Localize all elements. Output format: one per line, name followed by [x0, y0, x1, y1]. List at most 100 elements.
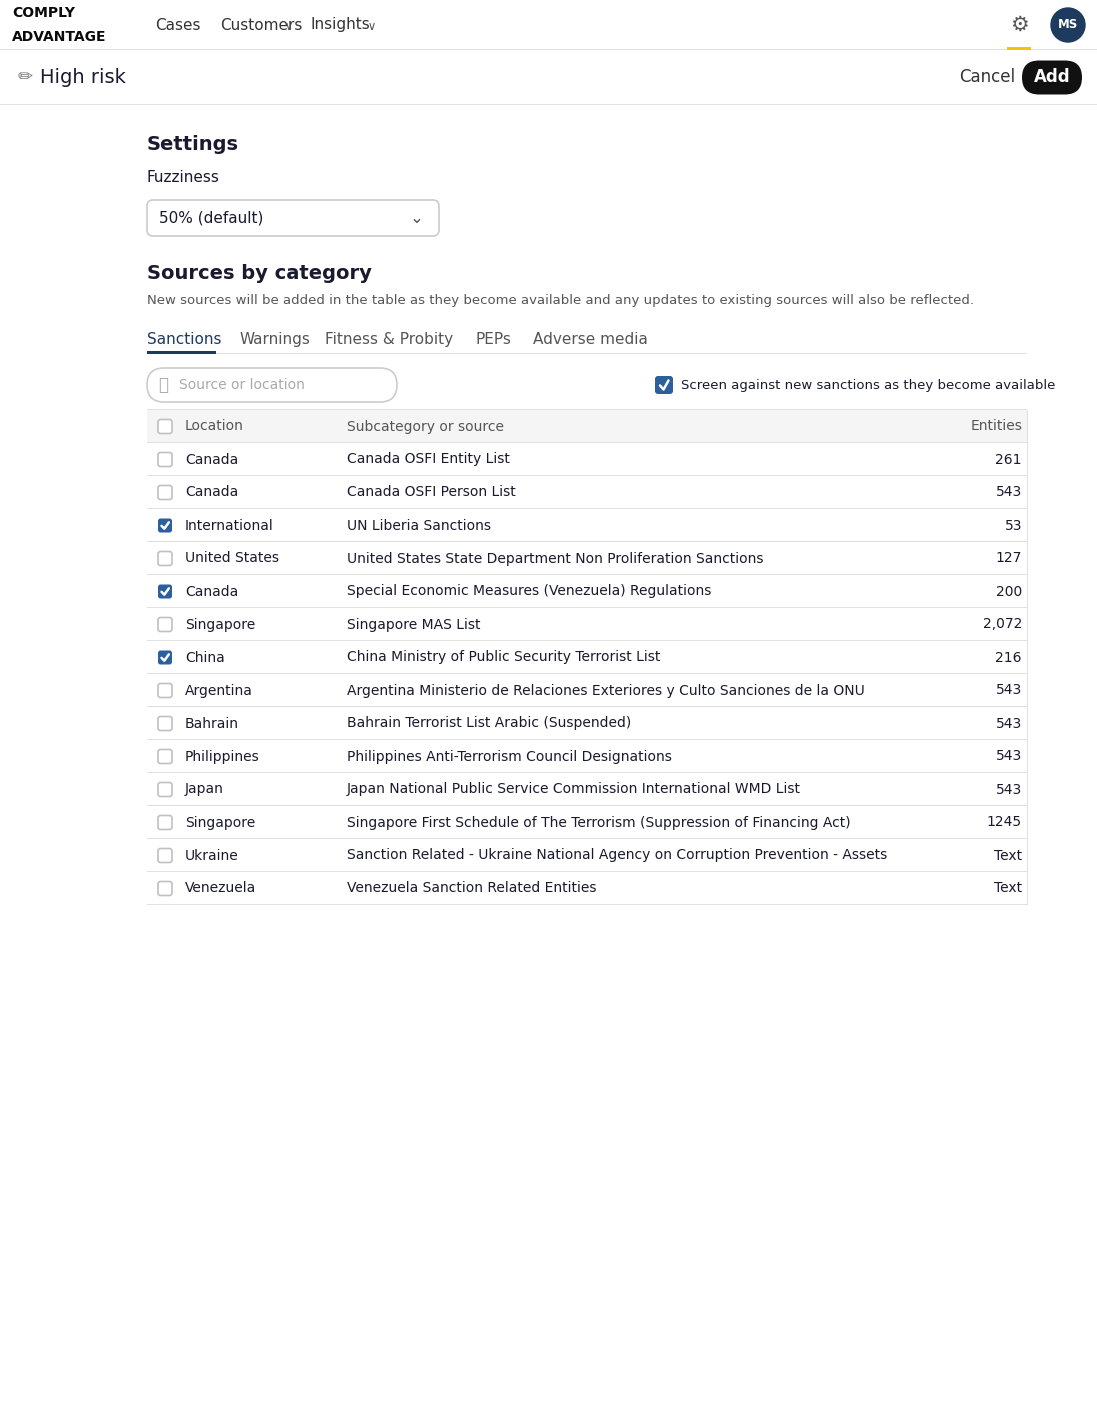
Text: Singapore: Singapore: [185, 618, 256, 632]
Text: ⌕: ⌕: [158, 376, 168, 395]
FancyBboxPatch shape: [158, 683, 172, 697]
Text: 261: 261: [995, 452, 1022, 467]
Text: Bahrain: Bahrain: [185, 717, 239, 731]
Bar: [147, 872, 1027, 905]
Bar: [147, 740, 1027, 773]
FancyBboxPatch shape: [158, 519, 172, 533]
Bar: [147, 773, 1027, 806]
Text: Add: Add: [1033, 68, 1071, 86]
Bar: [147, 641, 1027, 674]
Text: Screen against new sanctions as they become available: Screen against new sanctions as they bec…: [681, 379, 1055, 392]
FancyBboxPatch shape: [158, 848, 172, 863]
Text: High risk: High risk: [39, 68, 126, 88]
FancyBboxPatch shape: [158, 551, 172, 566]
Bar: [147, 477, 1027, 509]
Text: 543: 543: [996, 683, 1022, 697]
Text: Japan National Public Service Commission International WMD List: Japan National Public Service Commission…: [347, 782, 801, 796]
Text: Settings: Settings: [147, 134, 239, 154]
FancyBboxPatch shape: [158, 584, 172, 598]
Text: Bahrain Terrorist List Arabic (Suspended): Bahrain Terrorist List Arabic (Suspended…: [347, 717, 631, 731]
Text: 543: 543: [996, 485, 1022, 499]
Text: Canada OSFI Person List: Canada OSFI Person List: [347, 485, 516, 499]
FancyBboxPatch shape: [158, 717, 172, 731]
Text: Location: Location: [185, 420, 244, 434]
Text: Canada OSFI Entity List: Canada OSFI Entity List: [347, 452, 510, 467]
Text: 127: 127: [996, 551, 1022, 566]
Text: New sources will be added in the table as they become available and any updates : New sources will be added in the table a…: [147, 294, 974, 307]
Text: Sanction Related - Ukraine National Agency on Corruption Prevention - Assets: Sanction Related - Ukraine National Agen…: [347, 848, 887, 863]
Bar: [147, 509, 1027, 542]
FancyBboxPatch shape: [158, 816, 172, 830]
Text: China Ministry of Public Security Terrorist List: China Ministry of Public Security Terror…: [347, 650, 660, 665]
Text: Singapore MAS List: Singapore MAS List: [347, 618, 480, 632]
Text: Venezuela: Venezuela: [185, 881, 257, 895]
Text: Ukraine: Ukraine: [185, 848, 239, 863]
Circle shape: [1051, 8, 1085, 42]
Text: 1245: 1245: [987, 816, 1022, 830]
Text: 2,072: 2,072: [983, 618, 1022, 632]
Bar: [147, 674, 1027, 707]
Bar: [147, 608, 1027, 641]
Text: ✏: ✏: [18, 68, 33, 86]
Text: United States State Department Non Proliferation Sanctions: United States State Department Non Proli…: [347, 551, 764, 566]
Bar: [147, 707, 1027, 740]
Text: Japan: Japan: [185, 782, 224, 796]
Bar: [0, 49, 1097, 105]
Text: 543: 543: [996, 717, 1022, 731]
Text: Canada: Canada: [185, 584, 238, 598]
Text: Entities: Entities: [970, 420, 1022, 434]
Bar: [147, 839, 1027, 872]
Bar: [0, 0, 1097, 49]
Text: Cancel: Cancel: [959, 68, 1015, 86]
Text: Special Economic Measures (Venezuela) Regulations: Special Economic Measures (Venezuela) Re…: [347, 584, 711, 598]
Text: Canada: Canada: [185, 452, 238, 467]
Text: 543: 543: [996, 782, 1022, 796]
FancyBboxPatch shape: [655, 376, 672, 395]
Text: Source or location: Source or location: [179, 378, 305, 392]
Text: ⌄: ⌄: [410, 209, 423, 228]
Bar: [147, 351, 216, 354]
FancyBboxPatch shape: [158, 452, 172, 467]
Text: Fitness & Probity: Fitness & Probity: [326, 332, 453, 346]
FancyBboxPatch shape: [158, 420, 172, 434]
Text: MS: MS: [1058, 18, 1078, 31]
Text: Customers: Customers: [220, 17, 303, 33]
Text: China: China: [185, 650, 225, 665]
Text: 543: 543: [996, 749, 1022, 764]
Text: Singapore: Singapore: [185, 816, 256, 830]
Text: Philippines: Philippines: [185, 749, 260, 764]
Text: ⚙: ⚙: [1009, 16, 1028, 35]
Bar: [147, 806, 1027, 839]
FancyBboxPatch shape: [158, 485, 172, 499]
Text: Philippines Anti-Terrorism Council Designations: Philippines Anti-Terrorism Council Desig…: [347, 749, 671, 764]
FancyBboxPatch shape: [158, 782, 172, 796]
Text: 200: 200: [996, 584, 1022, 598]
FancyBboxPatch shape: [147, 199, 439, 236]
Text: Singapore First Schedule of The Terrorism (Suppression of Financing Act): Singapore First Schedule of The Terroris…: [347, 816, 850, 830]
Text: 53: 53: [1005, 519, 1022, 533]
Bar: [147, 410, 1027, 443]
FancyBboxPatch shape: [158, 650, 172, 665]
FancyBboxPatch shape: [158, 618, 172, 632]
Text: Subcategory or source: Subcategory or source: [347, 420, 504, 434]
Bar: [1007, 47, 1031, 49]
Text: International: International: [185, 519, 274, 533]
FancyBboxPatch shape: [1022, 61, 1082, 95]
FancyBboxPatch shape: [158, 749, 172, 764]
Text: Insights: Insights: [310, 17, 370, 33]
Text: Sanctions: Sanctions: [147, 332, 222, 346]
Text: Text: Text: [994, 848, 1022, 863]
Text: UN Liberia Sanctions: UN Liberia Sanctions: [347, 519, 491, 533]
Bar: [147, 542, 1027, 575]
Bar: [147, 575, 1027, 608]
Text: ∨: ∨: [281, 20, 294, 33]
Text: Venezuela Sanction Related Entities: Venezuela Sanction Related Entities: [347, 881, 597, 895]
FancyBboxPatch shape: [147, 368, 397, 402]
Text: Fuzziness: Fuzziness: [147, 170, 219, 185]
Text: ∨: ∨: [364, 20, 376, 33]
FancyBboxPatch shape: [158, 881, 172, 895]
Text: Canada: Canada: [185, 485, 238, 499]
Text: Argentina Ministerio de Relaciones Exteriores y Culto Sanciones de la ONU: Argentina Ministerio de Relaciones Exter…: [347, 683, 864, 697]
Text: COMPLY: COMPLY: [12, 6, 75, 20]
Text: Cases: Cases: [155, 17, 201, 33]
